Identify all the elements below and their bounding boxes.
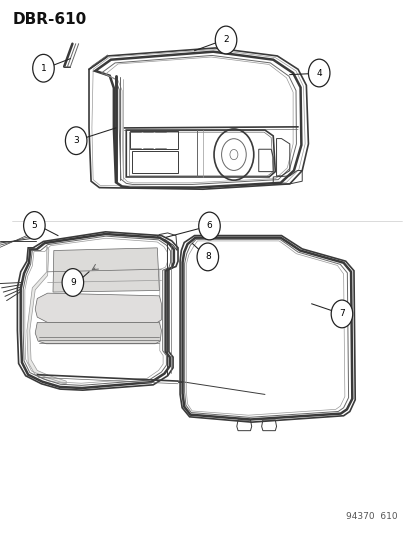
Text: 3: 3 bbox=[73, 136, 79, 145]
Circle shape bbox=[215, 26, 236, 54]
Circle shape bbox=[33, 54, 54, 82]
Text: 94370  610: 94370 610 bbox=[345, 512, 396, 521]
Polygon shape bbox=[53, 248, 159, 292]
Circle shape bbox=[62, 269, 83, 296]
Text: 9: 9 bbox=[70, 278, 76, 287]
Polygon shape bbox=[35, 293, 161, 322]
Circle shape bbox=[308, 59, 329, 87]
Text: 1: 1 bbox=[40, 64, 46, 72]
Text: DBR-610: DBR-610 bbox=[12, 12, 86, 27]
Text: 5: 5 bbox=[31, 221, 37, 230]
Text: 6: 6 bbox=[206, 222, 212, 230]
Text: 4: 4 bbox=[316, 69, 321, 77]
Circle shape bbox=[65, 127, 87, 155]
Circle shape bbox=[197, 243, 218, 271]
Circle shape bbox=[198, 212, 220, 240]
Text: 8: 8 bbox=[204, 253, 210, 261]
Polygon shape bbox=[27, 246, 66, 384]
Circle shape bbox=[24, 212, 45, 239]
Polygon shape bbox=[35, 322, 161, 344]
Circle shape bbox=[330, 300, 352, 328]
Text: 2: 2 bbox=[223, 36, 228, 44]
Text: 7: 7 bbox=[338, 310, 344, 318]
